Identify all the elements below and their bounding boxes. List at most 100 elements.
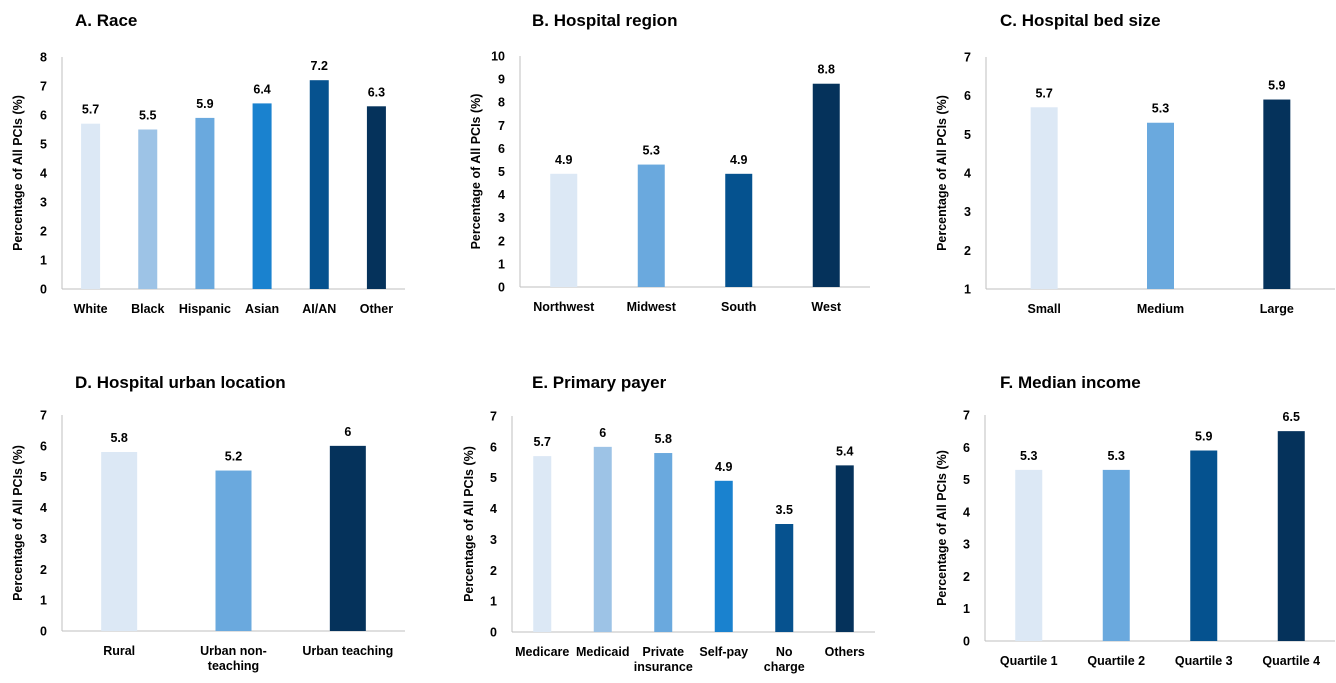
x-category-label: Small	[1027, 302, 1060, 316]
data-label: 5.3	[1020, 449, 1037, 463]
y-tick-label: 1	[964, 283, 971, 297]
bar	[138, 129, 158, 289]
y-tick-label: 7	[963, 409, 970, 423]
x-category-label-line: Medicaid	[576, 645, 630, 659]
data-label: 5.4	[836, 444, 853, 458]
x-category-label-line: Black	[131, 302, 164, 316]
x-category-label-line: Other	[360, 302, 393, 316]
y-tick-label: 5	[963, 473, 970, 487]
y-tick-label: 5	[40, 470, 47, 484]
data-label: 5.9	[1268, 79, 1285, 93]
x-category-label: Northwest	[533, 300, 595, 314]
x-category-label: Quartile 2	[1087, 654, 1145, 668]
y-tick-label: 6	[498, 142, 505, 156]
y-tick-label: 6	[490, 440, 497, 454]
y-tick-label: 6	[40, 109, 47, 123]
y-tick-label: 8	[498, 96, 505, 110]
bar	[1030, 107, 1058, 290]
chart-title: C. Hospital bed size	[1000, 11, 1161, 30]
y-tick-label: 3	[964, 205, 971, 219]
y-tick-label: 7	[490, 410, 497, 424]
y-tick-label: 1	[40, 594, 47, 608]
bar	[654, 453, 673, 632]
y-axis-label: Percentage of All PCIs (%)	[462, 446, 476, 602]
x-category-label-line: Northwest	[533, 300, 595, 314]
chart-panel: A. Race Percentage of All PCIs (%) 0 1 2 3 4 5 6…	[11, 11, 405, 316]
x-category-label: No charge	[764, 645, 805, 674]
data-label: 7.2	[311, 59, 328, 73]
y-tick-label: 0	[498, 281, 505, 295]
x-category-label-line: South	[721, 300, 756, 314]
y-tick-label: 8	[40, 51, 47, 65]
x-category-label-line: No	[776, 645, 793, 659]
x-category-label-line: Medicare	[515, 645, 569, 659]
y-tick-label: 2	[963, 570, 970, 584]
x-category-label: Midwest	[627, 300, 677, 314]
bar	[835, 465, 854, 632]
y-tick-label: 7	[498, 119, 505, 133]
data-label: 5.8	[110, 431, 127, 445]
chart-panel: E. Primary payer Percentage of All PCIs (…	[462, 373, 875, 674]
y-tick-label: 0	[490, 626, 497, 640]
x-category-label: Medicare	[515, 645, 569, 659]
y-axis-label: Percentage of All PCIs (%)	[11, 95, 25, 251]
data-label: 6.5	[1283, 410, 1300, 424]
y-tick-label: 6	[964, 89, 971, 103]
x-category-label: White	[74, 302, 108, 316]
x-category-label: Other	[360, 302, 393, 316]
y-tick-label: 7	[40, 80, 47, 94]
y-tick-label: 3	[498, 211, 505, 225]
x-category-label-line: Large	[1260, 302, 1294, 316]
y-tick-label: 3	[40, 196, 47, 210]
x-category-label-line: Quartile 2	[1087, 654, 1145, 668]
y-tick-label: 4	[498, 188, 505, 202]
data-label: 4.9	[715, 460, 732, 474]
data-label: 3.5	[776, 503, 793, 517]
data-label: 4.9	[555, 153, 572, 167]
bar	[1015, 469, 1043, 641]
x-category-label-line: Rural	[103, 644, 135, 658]
bar	[812, 83, 840, 287]
data-label: 5.7	[1035, 86, 1052, 100]
bar	[593, 446, 612, 632]
x-category-label-line: charge	[764, 660, 805, 674]
x-category-label-line: Small	[1027, 302, 1060, 316]
y-tick-label: 4	[963, 505, 970, 519]
x-category-label: Others	[825, 645, 865, 659]
data-label: 5.7	[534, 435, 551, 449]
x-category-label: Quartile 4	[1262, 654, 1320, 668]
x-category-label-line: Medium	[1137, 302, 1184, 316]
data-label: 6.3	[368, 85, 385, 99]
y-tick-label: 5	[490, 471, 497, 485]
y-tick-label: 1	[963, 602, 970, 616]
chart-panel: F. Median income Percentage of All PCIs (…	[935, 373, 1335, 668]
bar	[1102, 469, 1130, 641]
data-label: 5.9	[1195, 430, 1212, 444]
x-category-label: Urban non-teaching	[200, 644, 267, 673]
bar	[637, 164, 665, 287]
y-tick-label: 5	[498, 165, 505, 179]
chart-title: A. Race	[75, 11, 137, 30]
data-label: 5.3	[643, 144, 660, 158]
y-tick-label: 2	[490, 564, 497, 578]
y-tick-label: 2	[40, 563, 47, 577]
y-axis-label: Percentage of All PCIs (%)	[469, 94, 483, 250]
y-tick-label: 4	[40, 501, 47, 515]
chart-panel: D. Hospital urban location Percentage of …	[11, 373, 405, 673]
x-category-label: Rural	[103, 644, 135, 658]
x-category-label: Medicaid	[576, 645, 630, 659]
y-tick-label: 2	[40, 225, 47, 239]
bar	[1277, 431, 1305, 641]
x-category-label: Quartile 3	[1175, 654, 1233, 668]
data-label: 5.2	[225, 450, 242, 464]
bar	[101, 452, 138, 631]
y-tick-label: 10	[491, 50, 505, 64]
bar	[252, 103, 272, 290]
y-axis-label: Percentage of All PCIs (%)	[11, 445, 25, 601]
x-category-label: Black	[131, 302, 164, 316]
y-tick-label: 2	[498, 234, 505, 248]
bar	[1190, 450, 1218, 641]
chart-title: D. Hospital urban location	[75, 373, 286, 392]
